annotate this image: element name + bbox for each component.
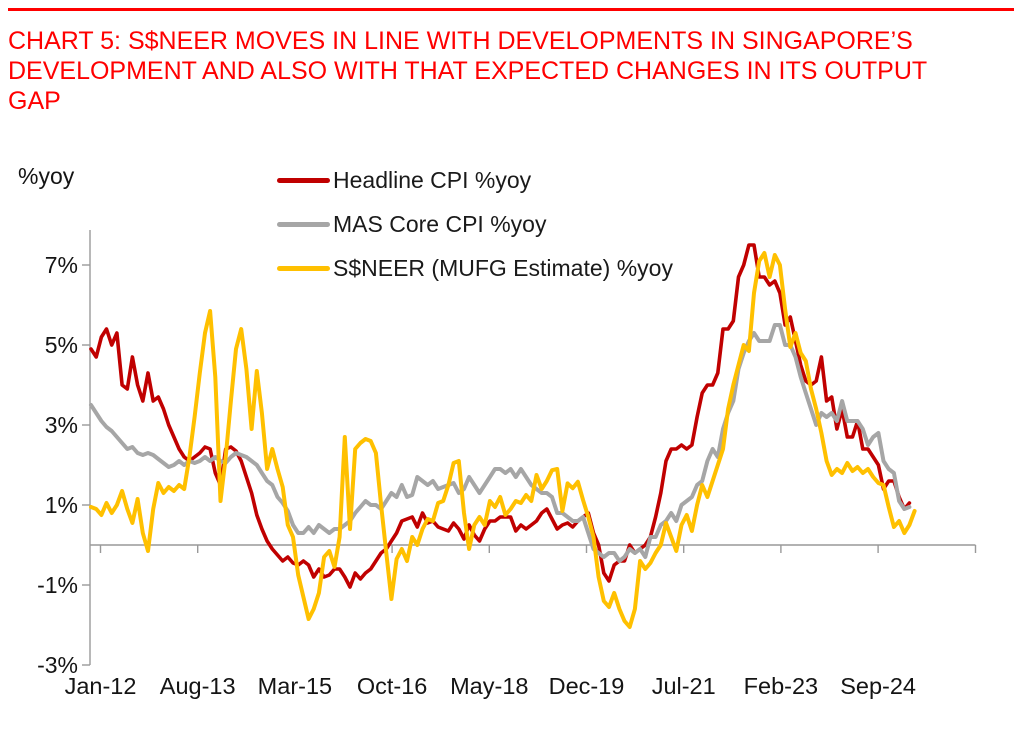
y-axis-tick-label: -3% <box>37 652 78 678</box>
series-line-headline-cpi <box>89 243 912 589</box>
x-axis-tick-label: Dec-19 <box>549 673 625 699</box>
legend-label-headline-cpi: Headline CPI %yoy <box>333 166 532 193</box>
x-axis-tick-label: Oct-16 <box>357 673 428 699</box>
legend-item-ssneer: S$NEER (MUFG Estimate) %yoy <box>277 254 673 281</box>
y-axis-tick-label: -1% <box>37 572 78 598</box>
x-axis-tick-label: Sep-24 <box>840 673 916 699</box>
x-axis-tick-label: Feb-23 <box>744 673 818 699</box>
legend-swatch-ssneer <box>277 265 330 271</box>
x-axis-tick-label: Aug-13 <box>160 673 236 699</box>
x-axis-tick-label: Jul-21 <box>652 673 716 699</box>
page-title: CHART 5: S$NEER MOVES IN LINE WITH DEVEL… <box>8 26 927 116</box>
y-axis-tick-label: 7% <box>45 252 78 278</box>
y-axis-tick-label: 1% <box>45 492 78 518</box>
legend-item-headline-cpi: Headline CPI %yoy <box>277 166 673 193</box>
series-line-ssneer <box>89 251 917 629</box>
y-axis-tick-label: 3% <box>45 412 78 438</box>
y-axis-tick-label: 5% <box>45 332 78 358</box>
legend-swatch-headline-cpi <box>277 177 330 183</box>
x-axis-tick-label: May-18 <box>450 673 528 699</box>
page-title-line-1: CHART 5: S$NEER MOVES IN LINE WITH DEVEL… <box>8 27 913 55</box>
legend-item-mas-core-cpi: MAS Core CPI %yoy <box>277 210 673 237</box>
legend-label-mas-core-cpi: MAS Core CPI %yoy <box>333 210 547 237</box>
series-line-mas-core-cpi <box>89 323 912 563</box>
legend-swatch-mas-core-cpi <box>277 221 330 227</box>
page-title-line-2: DEVELOPMENT AND ALSO WITH THAT EXPECTED … <box>8 57 928 85</box>
x-axis-tick-label: Mar-15 <box>258 673 332 699</box>
chart-legend: Headline CPI %yoy MAS Core CPI %yoy S$NE… <box>277 166 673 300</box>
legend-label-ssneer: S$NEER (MUFG Estimate) %yoy <box>333 254 673 281</box>
page-title-line-3: GAP <box>8 87 61 115</box>
top-rule <box>8 8 1014 11</box>
x-axis-tick-label: Jan-12 <box>65 673 137 699</box>
y-axis-unit-label: %yoy <box>18 163 75 189</box>
